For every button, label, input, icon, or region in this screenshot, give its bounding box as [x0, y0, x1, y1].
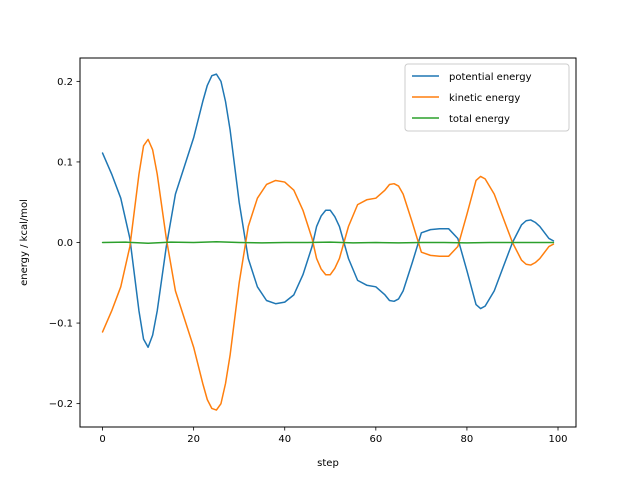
legend-box: [404, 63, 570, 132]
x-tick-label: 20: [187, 434, 200, 445]
x-tick-label: 0: [99, 434, 105, 445]
series-line-2: [101, 240, 555, 245]
x-tick-label: 60: [369, 434, 382, 445]
legend: potential energy kinetic energy total ener…: [404, 63, 570, 132]
y-tick-label: −0.2: [49, 399, 73, 410]
y-tick-label: 0.2: [57, 77, 73, 88]
legend-label-0: potential energy: [449, 72, 532, 83]
y-axis-label: energy / kcal/mol: [19, 199, 30, 286]
series-line-1: [101, 138, 555, 411]
series-line-0: [101, 73, 555, 348]
y-tick-label: 0.1: [57, 157, 73, 168]
plot-lines: [101, 73, 555, 411]
x-axis-label: step: [317, 458, 339, 469]
x-tick-label: 80: [461, 434, 474, 445]
x-tick-label: 100: [548, 434, 567, 445]
axis-ticks: 0 20 40 60 80 100 −0.2 −0.1 0.0 0.1 0.2: [49, 77, 568, 445]
legend-label-1: kinetic energy: [449, 93, 520, 104]
y-tick-label: −0.1: [49, 319, 73, 330]
y-tick-label: 0.0: [57, 238, 73, 249]
legend-label-2: total energy: [449, 114, 510, 125]
x-tick-label: 40: [278, 434, 291, 445]
